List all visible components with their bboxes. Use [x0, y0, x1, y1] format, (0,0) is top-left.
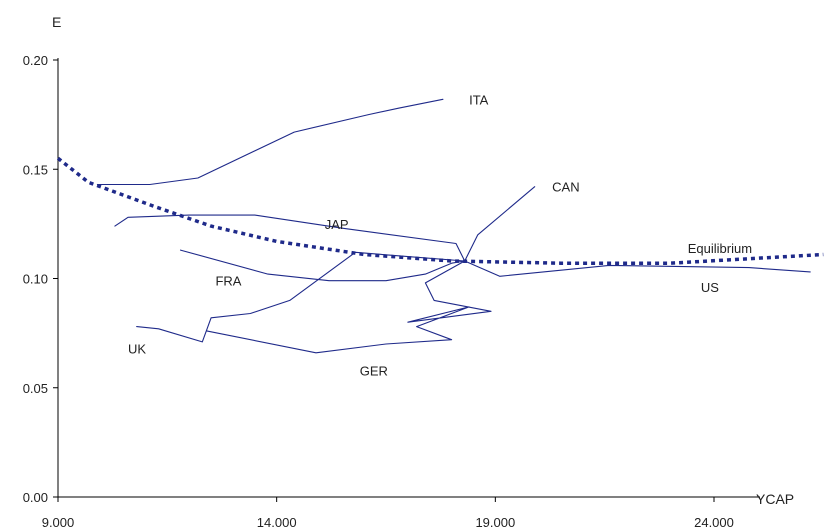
x-tick-label: 9.000 — [42, 515, 75, 530]
annotation-ita: ITA — [469, 92, 489, 107]
series-lines — [56, 98, 824, 354]
annotation-fra: FRA — [215, 274, 241, 289]
series-line-jap — [114, 214, 466, 262]
annotation-us: US — [701, 280, 719, 295]
x-tick-label: 24.000 — [694, 515, 734, 530]
series-line-can — [464, 186, 536, 262]
annotation-ger: GER — [360, 363, 388, 378]
x-tick-label: 14.000 — [257, 515, 297, 530]
series-line-ger — [206, 260, 492, 354]
y-tick-label: 0.10 — [23, 272, 48, 287]
y-tick-label: 0.00 — [23, 490, 48, 505]
y-axis-label: E — [52, 14, 61, 30]
series-line-equilibrium — [56, 156, 824, 265]
series-line-ita — [96, 98, 444, 186]
annotation-equilibrium: Equilibrium — [688, 241, 752, 256]
x-axis-label: YCAP — [756, 491, 794, 507]
series-line-fra — [179, 249, 466, 282]
y-tick-label: 0.20 — [23, 53, 48, 68]
x-tick-label: 19.000 — [475, 515, 515, 530]
annotations: ITA CAN JAP Equilibrium FRA US UK GER — [128, 92, 752, 378]
y-tick-label: 0.15 — [23, 162, 48, 177]
series-line-uk — [136, 251, 466, 343]
annotation-uk: UK — [128, 341, 146, 356]
y-tick-label: 0.05 — [23, 381, 48, 396]
annotation-jap: JAP — [325, 217, 349, 232]
annotation-can: CAN — [552, 180, 579, 195]
axes: 0.00 0.05 0.10 0.15 0.20 9.000 14.000 19.000 24.… — [23, 53, 760, 530]
series-line-us — [464, 260, 811, 277]
